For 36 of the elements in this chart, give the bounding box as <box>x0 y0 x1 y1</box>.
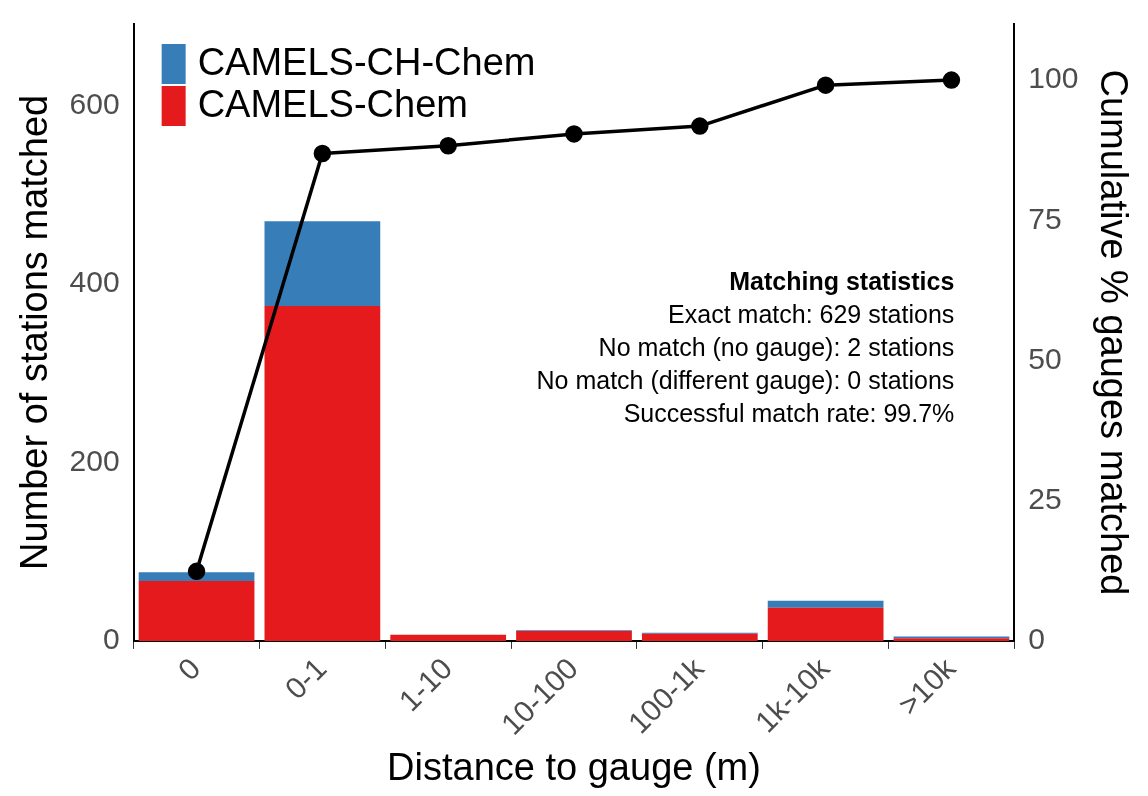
bar <box>767 607 884 641</box>
point <box>187 562 206 581</box>
x-axis-title: Distance to gauge (m) <box>387 745 761 788</box>
x-tick-label: 0-1 <box>278 651 333 706</box>
annotation: Successful match rate: 99.7% <box>623 398 955 427</box>
annotation: No match (different gauge): 0 stations <box>536 365 955 394</box>
y2-tick-label: 50 <box>1028 341 1062 375</box>
annotation: No match (no gauge): 2 stations <box>598 332 955 361</box>
y-tick-label: 0 <box>102 622 120 656</box>
bar <box>264 306 381 641</box>
y2-tick-label: 0 <box>1028 622 1046 656</box>
bar <box>767 600 884 608</box>
point <box>439 136 457 155</box>
point <box>816 76 835 94</box>
x-tick-label: 0 <box>171 651 207 687</box>
annotation: Exact match: 629 stations <box>668 299 955 328</box>
point <box>565 125 583 143</box>
y2-tick-label: 75 <box>1028 201 1062 235</box>
y2-tick-label: 25 <box>1028 481 1062 515</box>
bar <box>641 633 758 641</box>
y-tick-label: 600 <box>69 86 120 120</box>
annotation: Matching statistics <box>729 266 955 295</box>
y2-tick-label: 100 <box>1028 61 1079 95</box>
point <box>942 71 961 89</box>
y-tick-label: 400 <box>69 265 120 299</box>
point <box>691 117 709 135</box>
y-axis-title: Number of stations matched <box>13 94 56 571</box>
bar <box>390 634 507 641</box>
y2-axis-title: Cumulative % gauges matched <box>1092 69 1135 596</box>
bar <box>516 631 632 641</box>
y-tick-label: 200 <box>69 443 120 477</box>
bar <box>138 581 255 641</box>
legend-label: CAMELS-Chem <box>197 83 468 126</box>
legend-label: CAMELS-CH-Chem <box>197 41 536 84</box>
point <box>313 144 332 163</box>
bar <box>264 221 381 307</box>
